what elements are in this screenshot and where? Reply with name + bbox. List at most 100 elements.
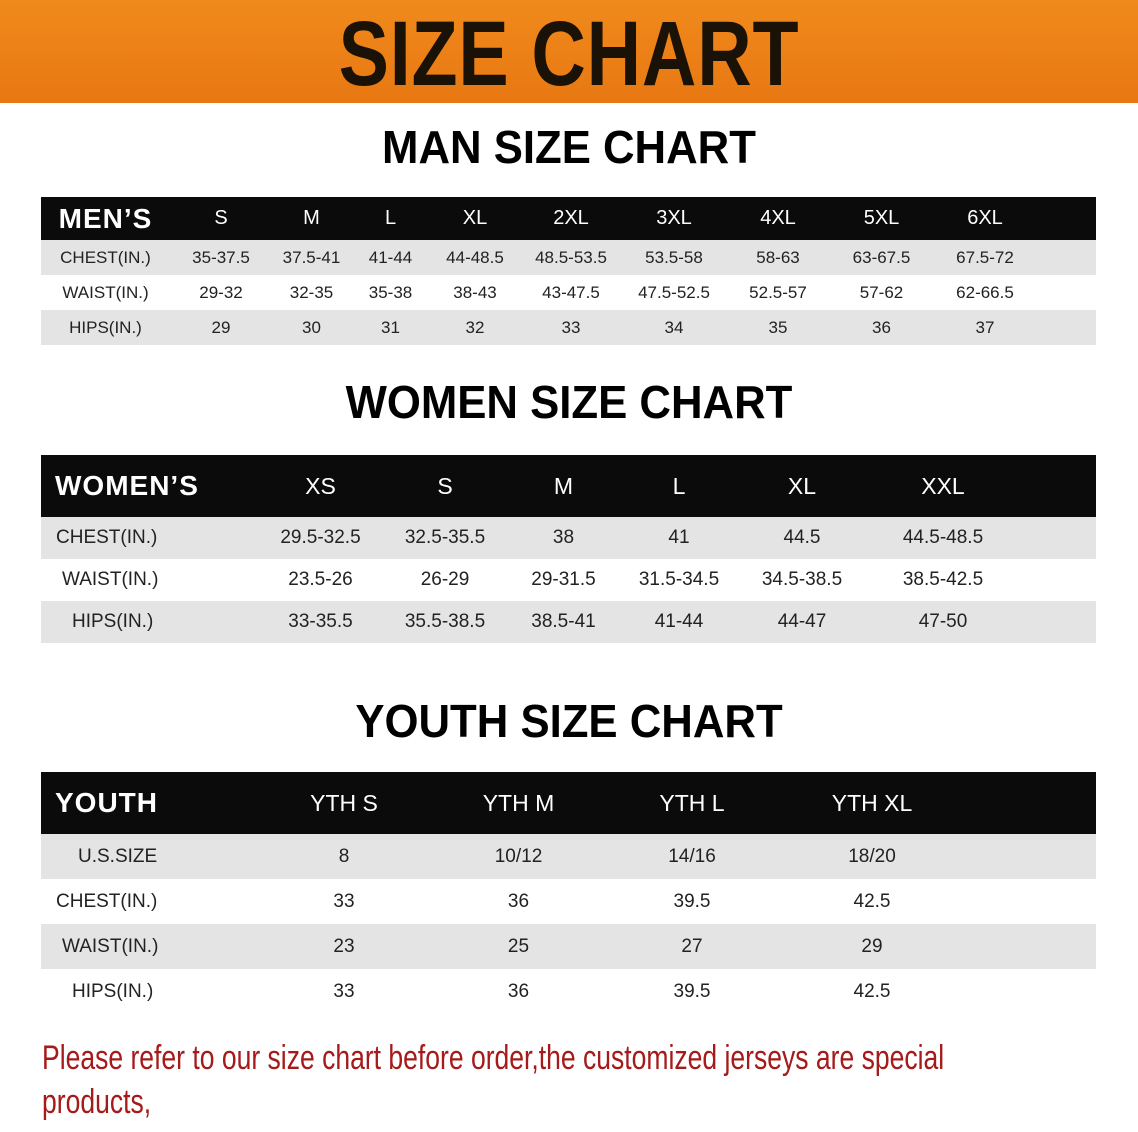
size-column-header: 6XL xyxy=(967,207,1003,229)
size-column-header: YTH XL xyxy=(831,789,913,816)
size-column-header: 3XL xyxy=(656,207,692,229)
table-cell: 25 xyxy=(507,935,530,957)
row-label: CHEST(IN.) xyxy=(60,247,151,267)
table-cell: 44.5 xyxy=(783,527,821,548)
table-header-label: MEN’S xyxy=(58,202,153,234)
table-cell: 33 xyxy=(333,980,355,1002)
size-column-header: S xyxy=(437,472,453,499)
table-cell: 37 xyxy=(975,317,995,337)
men-size-table: MEN’S S M L XL 2XL 3XL 4XL 5XL 6XL CHEST(IN.) 35-37… xyxy=(41,197,1096,345)
table-cell: 29 xyxy=(211,317,231,337)
row-label: HIPS(IN.) xyxy=(72,980,154,1002)
table-header-label: WOMEN’S xyxy=(55,470,199,501)
table-cell: 44.5-48.5 xyxy=(902,527,984,548)
size-column-header: L xyxy=(384,207,397,229)
table-cell: 36 xyxy=(507,890,530,912)
table-row: CHEST(IN.) 35-37.5 37.5-41 41-44 44-48.5 48.5… xyxy=(41,240,1096,275)
table-cell: 23 xyxy=(333,935,355,957)
table-cell: 42.5 xyxy=(853,980,891,1002)
table-cell: 36 xyxy=(507,980,530,1002)
table-cell: 62-66.5 xyxy=(956,282,1014,302)
row-label: HIPS(IN.) xyxy=(69,317,142,337)
table-cell: 53.5-58 xyxy=(645,247,703,267)
table-cell: 33 xyxy=(561,317,581,337)
table-header-row: WOMEN’S XS S M L XL XXL xyxy=(41,455,1096,517)
notice-line-2: we don't accept cancel, change, teturn o… xyxy=(42,1124,1056,1132)
table-cell: 39.5 xyxy=(673,890,711,912)
size-column-header: 2XL xyxy=(553,207,589,229)
table-cell: 43-47.5 xyxy=(542,282,600,302)
title-banner: SIZE CHART xyxy=(0,0,1138,104)
women-size-table: WOMEN’S XS S M L XL XXL CHEST(IN.) 29.5-32.5 32.5… xyxy=(41,455,1096,643)
size-column-header: L xyxy=(672,472,686,499)
youth-section-title: YOUTH SIZE CHART xyxy=(355,695,783,747)
size-column-header: YTH S xyxy=(310,789,378,816)
table-cell: 37.5-41 xyxy=(282,247,341,267)
size-column-header: XS xyxy=(305,472,336,499)
table-row: U.S.SIZE 8 10/12 14/16 18/20 xyxy=(41,834,1096,879)
table-cell: 29-32 xyxy=(199,282,243,302)
table-cell: 36 xyxy=(872,317,891,337)
row-label: WAIST(IN.) xyxy=(62,282,149,302)
size-column-header: YTH L xyxy=(659,789,725,816)
table-row: HIPS(IN.) 33-35.5 35.5-38.5 38.5-41 41-44 44-… xyxy=(41,601,1096,643)
table-cell: 35 xyxy=(768,317,788,337)
table-cell: 8 xyxy=(338,845,350,867)
size-column-header: XXL xyxy=(921,472,965,499)
size-column-header: 4XL xyxy=(760,207,796,229)
table-cell: 67.5-72 xyxy=(956,247,1014,267)
table-cell: 29-31.5 xyxy=(531,569,596,590)
row-label: WAIST(IN.) xyxy=(62,569,159,590)
table-cell: 33 xyxy=(333,890,355,912)
table-cell: 35-38 xyxy=(368,282,413,302)
size-column-header: M xyxy=(303,207,320,229)
table-header-row: MEN’S S M L XL 2XL 3XL 4XL 5XL 6XL xyxy=(41,197,1096,240)
table-cell: 32-35 xyxy=(289,282,334,302)
table-cell: 47-50 xyxy=(918,611,968,632)
table-cell: 27 xyxy=(681,935,703,957)
table-cell: 39.5 xyxy=(673,980,711,1002)
table-row: WAIST(IN.) 29-32 32-35 35-38 38-43 43-47.5 47.… xyxy=(41,275,1096,310)
table-cell: 18/20 xyxy=(848,845,896,867)
row-label: CHEST(IN.) xyxy=(56,890,158,912)
table-cell: 23.5-26 xyxy=(288,569,353,590)
table-cell: 29.5-32.5 xyxy=(280,527,361,548)
table-cell: 63-67.5 xyxy=(852,247,911,267)
table-row: HIPS(IN.) 29 30 31 32 33 34 35 36 37 xyxy=(41,310,1096,345)
table-row: HIPS(IN.) 33 36 39.5 42.5 xyxy=(41,969,1096,1014)
table-cell: 14/16 xyxy=(668,845,716,867)
table-cell: 32.5-35.5 xyxy=(404,527,486,548)
table-header-label: YOUTH xyxy=(55,787,158,818)
table-cell: 38 xyxy=(552,527,575,548)
size-column-header: 5XL xyxy=(863,207,900,229)
table-cell: 44-47 xyxy=(777,611,827,632)
table-row: CHEST(IN.) 33 36 39.5 42.5 xyxy=(41,879,1096,924)
table-cell: 58-63 xyxy=(756,247,800,267)
size-column-header: XL xyxy=(787,472,817,499)
table-cell: 38.5-42.5 xyxy=(902,569,984,590)
table-row: CHEST(IN.) 29.5-32.5 32.5-35.5 38 41 44.5 44.5… xyxy=(41,517,1096,559)
row-label: U.S.SIZE xyxy=(78,845,158,867)
table-cell: 57-62 xyxy=(859,282,904,302)
table-cell: 32 xyxy=(465,317,485,337)
men-section-title: MAN SIZE CHART xyxy=(382,121,756,173)
table-cell: 33-35.5 xyxy=(288,611,353,632)
order-notice: Please refer to our size chart before or… xyxy=(42,1036,1056,1132)
table-cell: 31 xyxy=(381,317,400,337)
row-label: HIPS(IN.) xyxy=(72,611,154,632)
table-cell: 34 xyxy=(664,317,684,337)
size-column-header: S xyxy=(214,207,228,229)
table-cell: 38.5-41 xyxy=(531,611,596,632)
table-cell: 10/12 xyxy=(494,845,543,867)
table-row: WAIST(IN.) 23.5-26 26-29 29-31.5 31.5-34.5 34… xyxy=(41,559,1096,601)
size-column-header: XL xyxy=(462,207,488,229)
table-header-row: YOUTH YTH S YTH M YTH L YTH XL xyxy=(41,772,1096,834)
table-cell: 26-29 xyxy=(420,569,470,590)
table-cell: 35-37.5 xyxy=(192,247,250,267)
table-cell: 30 xyxy=(302,317,321,337)
table-cell: 41-44 xyxy=(368,247,413,267)
youth-size-table: YOUTH YTH S YTH M YTH L YTH XL U.S.SIZE 8 10/12… xyxy=(41,772,1096,1014)
table-cell: 42.5 xyxy=(853,890,891,912)
row-label: CHEST(IN.) xyxy=(56,527,158,548)
